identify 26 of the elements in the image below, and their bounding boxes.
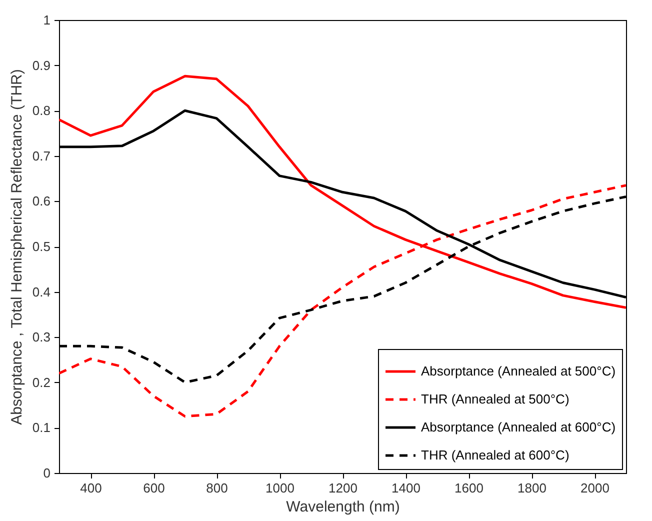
legend-label: THR (Annealed at 600°C) <box>421 448 570 462</box>
x-tick-label: 1400 <box>392 480 420 496</box>
x-tick-label: 800 <box>206 480 228 496</box>
x-tick-label: 1200 <box>328 480 358 496</box>
x-tick-label: 400 <box>80 480 102 496</box>
y-tick-label: 0.6 <box>32 194 50 209</box>
y-tick-label: 0.4 <box>32 284 50 300</box>
legend-label: Absorptance (Annealed at 500°C) <box>421 364 616 378</box>
x-tick-label: 1600 <box>454 480 484 496</box>
y-tick-label: 0.8 <box>32 103 50 118</box>
y-tick-label: 0.2 <box>32 374 50 390</box>
x-tick-label: 2000 <box>580 480 610 496</box>
y-tick-label: 1 <box>43 12 50 28</box>
legend-label: THR (Annealed at 500°C) <box>421 392 570 406</box>
legend-label: Absorptance (Annealed at 600°C) <box>421 420 616 434</box>
x-tick-label: 600 <box>143 480 165 496</box>
y-tick-label: 0.1 <box>32 420 50 436</box>
y-tick-label: 0.9 <box>32 58 50 73</box>
y-axis-title: Absorptance , Total Hemispherical Reflectance (THR) <box>8 69 26 425</box>
x-tick-label: 1800 <box>518 480 546 496</box>
y-tick-label: 0.3 <box>32 330 50 345</box>
x-tick-label: 1000 <box>266 480 294 496</box>
x-axis-title: Wavelength (nm) <box>286 498 400 516</box>
y-tick-label: 0 <box>43 466 50 480</box>
y-tick-label: 0.5 <box>32 239 50 254</box>
y-tick-label: 0.7 <box>32 148 50 164</box>
